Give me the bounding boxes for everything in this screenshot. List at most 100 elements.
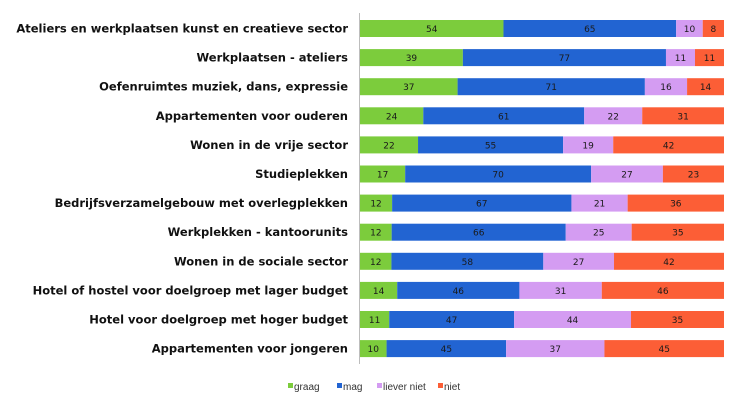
data-label: 12 bbox=[370, 258, 381, 268]
category-label: Bedrijfsverzamelgebouw met overlegplekke… bbox=[55, 196, 348, 210]
category-labels: Ateliers en werkplaatsen kunst en creati… bbox=[16, 22, 348, 356]
bar-segment-graag bbox=[360, 107, 424, 125]
data-label: 35 bbox=[672, 316, 683, 326]
data-label: 65 bbox=[584, 25, 595, 35]
data-label: 39 bbox=[406, 54, 418, 64]
data-label: 22 bbox=[383, 141, 394, 151]
bar-segment-mag bbox=[397, 281, 520, 299]
bar-segment-niet bbox=[614, 252, 724, 270]
data-label: 31 bbox=[555, 287, 566, 297]
category-label: Hotel voor doelgroep met hoger budget bbox=[89, 313, 348, 327]
bar-segment-niet bbox=[662, 165, 724, 183]
bar-segment-mag bbox=[405, 165, 592, 183]
data-label: 46 bbox=[657, 287, 669, 297]
bar-segment-liever-niet bbox=[591, 165, 663, 183]
bar-segment-graag bbox=[360, 281, 398, 299]
bar-segment-mag bbox=[418, 136, 564, 154]
data-label: 24 bbox=[386, 112, 398, 122]
category-label: Ateliers en werkplaatsen kunst en creati… bbox=[16, 22, 348, 36]
data-label: 14 bbox=[373, 287, 385, 297]
bar-segment-graag bbox=[360, 311, 390, 328]
data-label: 11 bbox=[369, 316, 380, 326]
value-labels: 54 65 10 8 39 77 11 11 37 71 16 14 24 61 22 31 22 55 19 42 1… bbox=[368, 25, 717, 355]
data-label: 42 bbox=[663, 258, 674, 268]
legend-swatch-mag bbox=[337, 383, 342, 388]
data-label: 36 bbox=[670, 200, 682, 210]
data-label: 31 bbox=[677, 112, 688, 122]
bar-segment-niet bbox=[642, 107, 724, 125]
bar-segment-niet bbox=[631, 311, 724, 328]
data-label: 11 bbox=[704, 54, 715, 64]
bar-segment-graag bbox=[360, 223, 392, 241]
data-label: 37 bbox=[550, 345, 561, 355]
category-label: Hotel of hostel voor doelgroep met lager… bbox=[33, 283, 349, 297]
data-label: 10 bbox=[684, 25, 696, 35]
category-label: Studieplekken bbox=[255, 167, 348, 181]
bar-segment-mag bbox=[423, 107, 585, 125]
data-label: 12 bbox=[370, 200, 381, 210]
bar-segment-mag bbox=[391, 223, 566, 241]
bar-segment-niet bbox=[613, 136, 724, 154]
data-label: 21 bbox=[594, 200, 605, 210]
category-label: Werkplekken - kantoorunits bbox=[168, 225, 348, 239]
bar-segments bbox=[360, 20, 724, 358]
data-label: 77 bbox=[559, 54, 570, 64]
bar-segment-mag bbox=[392, 194, 572, 212]
bar-segment-graag bbox=[360, 340, 387, 358]
data-label: 70 bbox=[492, 171, 504, 181]
data-label: 27 bbox=[621, 171, 632, 181]
bar-segment-graag bbox=[360, 136, 419, 154]
data-label: 12 bbox=[370, 229, 381, 239]
data-label: 46 bbox=[453, 287, 465, 297]
bar-segment-niet bbox=[627, 194, 724, 212]
bar-segment-graag bbox=[360, 49, 463, 67]
data-label: 11 bbox=[675, 54, 686, 64]
category-label: Appartementen voor jongeren bbox=[152, 342, 348, 356]
data-label: 42 bbox=[663, 141, 674, 151]
bar-segment-mag bbox=[503, 20, 677, 37]
bar-segment-graag bbox=[360, 20, 504, 37]
bar-segment-liever-niet bbox=[676, 20, 703, 37]
data-label: 35 bbox=[672, 229, 683, 239]
bar-segment-liever-niet bbox=[519, 281, 602, 299]
bar-segment-liever-niet bbox=[665, 49, 695, 67]
legend-swatch-graag bbox=[288, 383, 293, 388]
bar-segment-graag bbox=[360, 78, 458, 96]
data-label: 16 bbox=[660, 83, 672, 93]
legend: graag mag liever niet niet bbox=[288, 382, 460, 393]
bar-segment-niet bbox=[604, 340, 724, 358]
bar-segment-mag bbox=[462, 49, 666, 67]
bar-segment-niet bbox=[687, 78, 724, 96]
bar-segment-mag bbox=[389, 311, 515, 328]
data-label: 47 bbox=[446, 316, 457, 326]
bar-segment-liever-niet bbox=[563, 136, 614, 154]
data-label: 45 bbox=[441, 345, 452, 355]
data-label: 54 bbox=[426, 25, 438, 35]
bar-segment-niet bbox=[601, 281, 724, 299]
bar-segment-graag bbox=[360, 194, 393, 212]
bar-segment-mag bbox=[386, 340, 507, 358]
category-label: Oefenruimtes muziek, dans, expressie bbox=[99, 80, 348, 94]
legend-swatch-liever-niet bbox=[377, 383, 382, 388]
bar-segment-liever-niet bbox=[514, 311, 632, 328]
bar-segment-liever-niet bbox=[506, 340, 605, 358]
category-label: Appartementen voor ouderen bbox=[156, 109, 348, 123]
data-label: 25 bbox=[593, 229, 604, 239]
bar-segment-liever-niet bbox=[571, 194, 628, 212]
data-label: 55 bbox=[485, 141, 496, 151]
bar-segment-liever-niet bbox=[644, 78, 688, 96]
bar-segment-liever-niet bbox=[543, 252, 615, 270]
data-label: 61 bbox=[498, 112, 509, 122]
data-label: 27 bbox=[573, 258, 584, 268]
bar-segment-graag bbox=[360, 252, 392, 270]
bar-segment-niet bbox=[631, 223, 724, 241]
data-label: 44 bbox=[567, 316, 579, 326]
data-label: 66 bbox=[473, 229, 485, 239]
data-label: 10 bbox=[368, 345, 380, 355]
bar-segment-liever-niet bbox=[584, 107, 643, 125]
legend-label: liever niet bbox=[383, 382, 426, 393]
category-label: Wonen in de vrije sector bbox=[190, 138, 348, 152]
bar-segment-graag bbox=[360, 165, 406, 183]
bar-segment-mag bbox=[457, 78, 645, 96]
